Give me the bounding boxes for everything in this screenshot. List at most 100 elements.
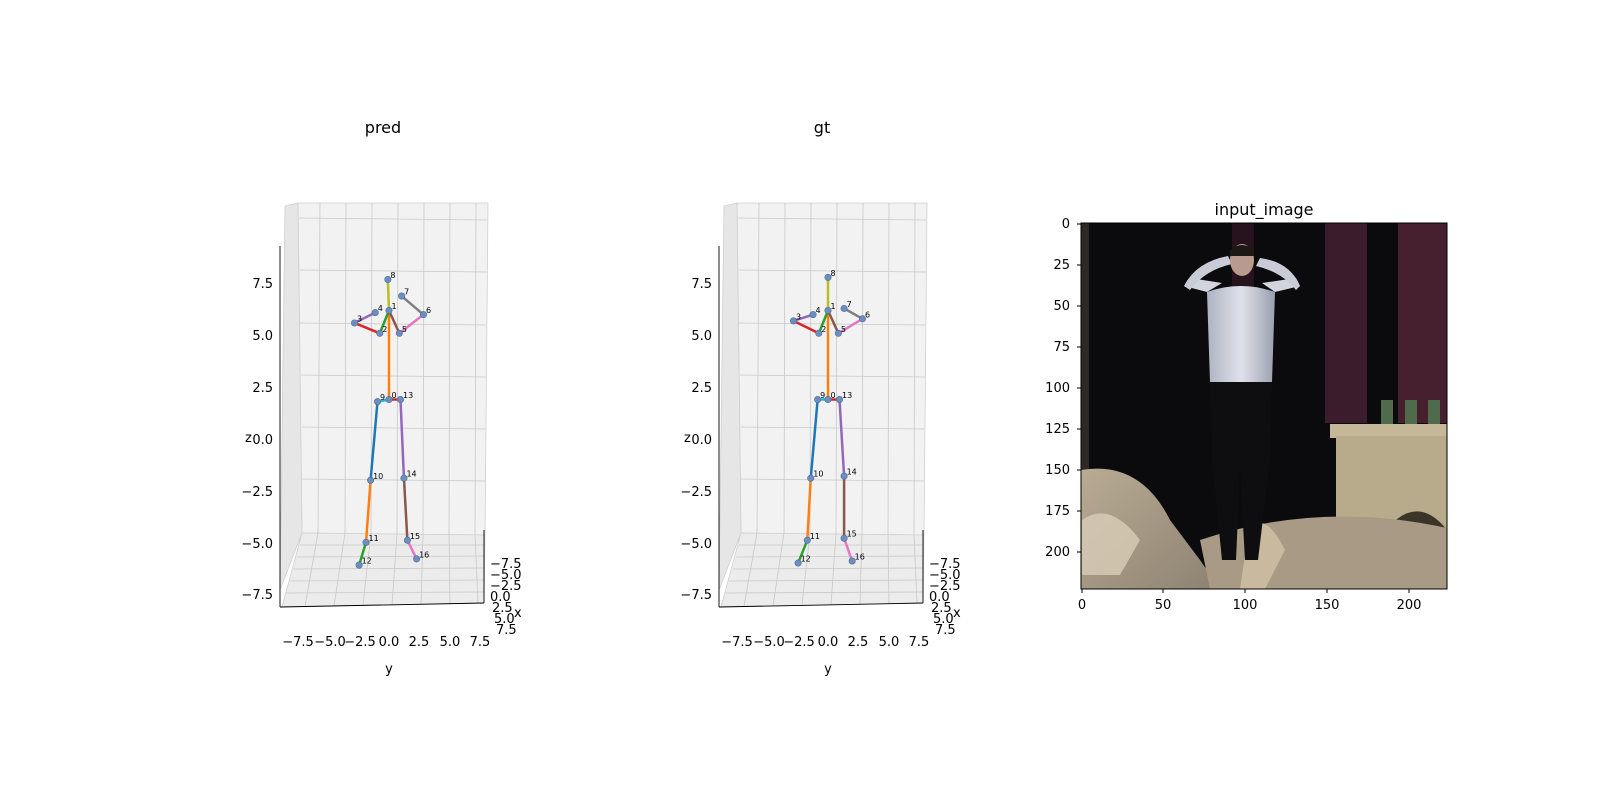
gt-y-tick: −7.5 [721, 635, 753, 650]
pred-joint-point [350, 319, 358, 327]
pred-bone-10-11 [364, 479, 372, 544]
pred-joint-point [367, 476, 375, 484]
pred-joint-point [385, 396, 393, 404]
gt-z-tick: 2.5 [691, 381, 712, 396]
image-y-tick: 175 [1045, 504, 1070, 519]
gt-joint-label: 12 [801, 555, 811, 564]
gt-joint-point [789, 317, 797, 325]
pred-y-tick: 2.5 [409, 635, 430, 650]
gt-z-tick: 5.0 [691, 329, 712, 344]
image-y-tick: 75 [1053, 340, 1070, 355]
pred-joint-point [398, 292, 406, 300]
gt-joint-point [807, 474, 815, 482]
gt-z-tick: −5.0 [680, 537, 712, 552]
pred-y-tick: −7.5 [282, 635, 314, 650]
pred-joint-point [419, 311, 427, 319]
pred-joint-label: 0 [392, 391, 397, 400]
pred-bone-1-2 [378, 309, 391, 335]
gt-joint-label: 11 [810, 532, 820, 541]
pred-back-pane [297, 202, 489, 536]
pred-joint-label: 13 [403, 391, 413, 400]
gt-x-tick: 0.0 [929, 590, 950, 605]
input-image-x-ticks: 0 50 100 150 200 [1078, 598, 1422, 613]
pred-z-tick: −7.5 [241, 588, 273, 603]
gt-x-tick: −2.5 [929, 579, 961, 594]
gt-bone-11-12 [796, 539, 809, 565]
gt-joint-label: 14 [847, 468, 857, 477]
input-image-y-tick-marks [1077, 223, 1081, 553]
pred-z-tick: 2.5 [252, 381, 273, 396]
pred-joint-label: 5 [402, 325, 407, 334]
gt-bone-10-11 [806, 476, 812, 542]
pred-y-label: y [385, 662, 393, 677]
gt-joint-label: 15 [847, 530, 857, 539]
gt-bone-15-16 [842, 536, 854, 563]
gt-y-axis-line [718, 602, 924, 608]
gt-joint-label: 3 [796, 312, 801, 321]
pred-3d-axes: pred [241, 118, 522, 677]
gt-back-pane [736, 202, 928, 536]
image-y-tick: 50 [1053, 299, 1070, 314]
pred-joint-point [371, 309, 379, 317]
gt-side-pane [718, 202, 742, 591]
image-y-tick: 200 [1045, 545, 1070, 560]
pred-z-tick: −2.5 [241, 485, 273, 500]
pred-title: pred [365, 118, 401, 137]
pred-bone-9-10 [369, 400, 379, 482]
pred-joint-point [413, 555, 421, 563]
pred-joint-label: 9 [380, 393, 385, 402]
gt-x-tick: −5.0 [929, 568, 961, 583]
image-y-tick: 100 [1045, 381, 1070, 396]
pred-joint-label: 7 [404, 288, 409, 297]
gt-z-tick: 7.5 [691, 277, 712, 292]
gt-joint-point [814, 396, 822, 404]
gt-z-tick: 0.0 [691, 433, 712, 448]
pred-joint-label: 10 [373, 472, 383, 481]
pred-joint-point [400, 474, 408, 482]
pred-x-label: x [514, 606, 522, 621]
gt-joint-label: 7 [847, 300, 852, 309]
pred-joint-label: 14 [406, 470, 416, 479]
pred-x-tick: −5.0 [490, 568, 522, 583]
gt-joint-label: 5 [841, 325, 846, 334]
pred-z-label: z [245, 431, 252, 446]
image-x-tick: 0 [1078, 598, 1086, 613]
gt-y-tick: 0.0 [818, 635, 839, 650]
gt-joint-label: 13 [842, 391, 852, 400]
gt-bone-1-5 [826, 309, 840, 335]
pred-z-tick: 0.0 [252, 433, 273, 448]
gt-skeleton-bones [792, 276, 864, 565]
gt-bone-6-7 [842, 307, 864, 321]
gt-joint-label: 4 [816, 306, 821, 315]
pred-x-tick: −7.5 [490, 557, 522, 572]
input-image-title: input_image [1215, 200, 1314, 220]
pred-z-ticks: 7.5 5.0 2.5 0.0 −2.5 −5.0 −7.5 [241, 277, 273, 603]
pred-joint-label: 1 [392, 302, 397, 311]
gt-joint-point [824, 396, 832, 404]
image-y-tick: 0 [1062, 217, 1070, 232]
pred-side-pane [279, 202, 303, 591]
image-x-tick: 100 [1233, 598, 1258, 613]
pred-joint-label: 6 [426, 306, 431, 315]
pred-joint-point [362, 538, 370, 546]
input-image-x-tick-marks [1081, 589, 1410, 593]
gt-x-label: x [953, 606, 961, 621]
pred-y-axis-line [279, 602, 485, 608]
gt-3d-axes: gt [680, 118, 961, 677]
pred-floor-pane [281, 532, 486, 608]
image-y-tick: 125 [1045, 422, 1070, 437]
gt-joint-point [794, 559, 802, 567]
pred-joint-label: 4 [378, 304, 383, 313]
pred-joint-point [373, 398, 381, 406]
gt-joint-point [835, 396, 843, 404]
gt-joint-point [858, 315, 866, 323]
pred-bone-11-12 [357, 541, 368, 567]
pred-joint-label: 8 [390, 271, 395, 280]
image-x-tick: 200 [1397, 598, 1422, 613]
gt-x-tick: 7.5 [935, 623, 956, 638]
gt-bone-2-3 [792, 319, 821, 335]
pred-joint-point [403, 536, 411, 544]
